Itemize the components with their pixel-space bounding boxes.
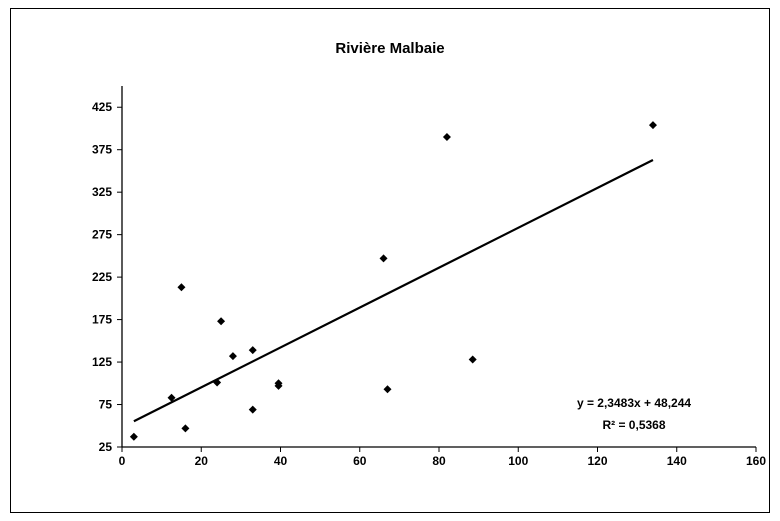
data-point	[648, 121, 657, 130]
trend-r2: R² = 0,5368	[602, 418, 665, 432]
x-tick-label: 120	[587, 454, 607, 468]
trend-equation: y = 2,3483x + 48,244	[577, 396, 691, 410]
x-tick-label: 40	[274, 454, 288, 468]
data-point	[383, 385, 392, 394]
y-tick-label: 275	[92, 228, 112, 242]
x-tick-label: 140	[667, 454, 687, 468]
x-axis: 0 20 40 60 80 100 120 140 160	[119, 446, 766, 468]
y-tick-label: 425	[92, 100, 112, 114]
chart-frame: Rivière Malbaie 0 20 40 60 80 100 120 140 160 25…	[10, 8, 770, 513]
y-tick-label: 25	[99, 440, 113, 454]
data-point	[228, 352, 237, 361]
data-point	[248, 346, 257, 355]
data-point	[468, 355, 477, 364]
data-points	[129, 121, 657, 441]
chart-border	[10, 8, 770, 513]
data-point	[181, 424, 190, 433]
y-tick-label: 75	[99, 398, 113, 412]
y-tick-label: 325	[92, 185, 112, 199]
y-tick-label: 225	[92, 270, 112, 284]
data-point	[177, 283, 186, 292]
x-tick-label: 60	[353, 454, 367, 468]
data-point	[167, 393, 176, 402]
data-point	[129, 432, 138, 441]
y-tick-label: 175	[92, 313, 112, 327]
y-tick-label: 125	[92, 355, 112, 369]
x-tick-label: 80	[432, 454, 446, 468]
x-tick-label: 100	[508, 454, 528, 468]
trendline	[133, 158, 654, 423]
data-point	[442, 132, 451, 141]
data-point	[217, 317, 226, 326]
y-axis: 25 75 125 175 225 275 325 375 425	[92, 86, 123, 454]
data-point	[379, 254, 388, 263]
x-tick-label: 0	[119, 454, 126, 468]
y-tick-label: 375	[92, 143, 112, 157]
x-tick-label: 160	[746, 454, 766, 468]
data-point	[274, 379, 283, 388]
data-point	[248, 405, 257, 414]
x-tick-label: 20	[195, 454, 209, 468]
chart-title: Rivière Malbaie	[335, 40, 444, 57]
